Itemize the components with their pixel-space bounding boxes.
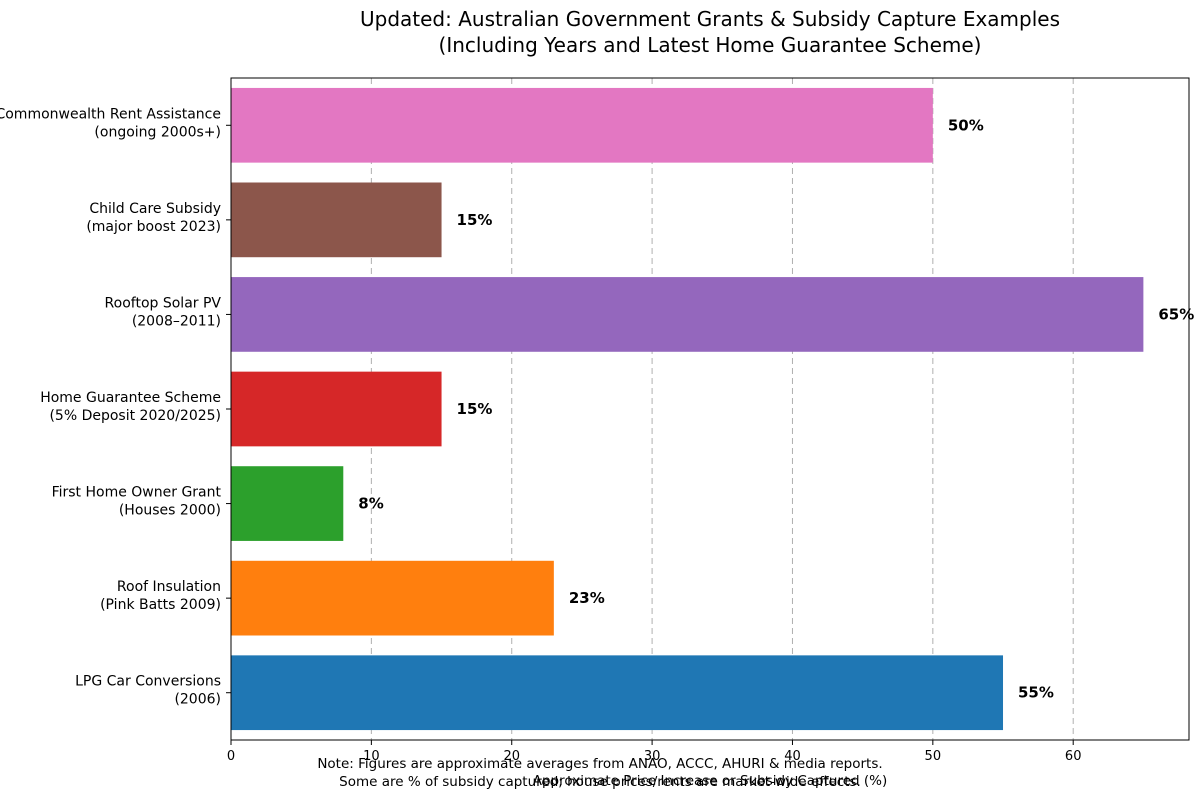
x-ticks: 0 10 20 30 40 50 60 xyxy=(227,740,1082,764)
x-axis-label: Approximate Price Increase or Subsidy Ca… xyxy=(533,773,888,789)
bar-value-label: 15% xyxy=(457,211,493,229)
bar xyxy=(231,371,442,447)
value-labels: 55% 23% 8% 15% 65% 15% 50% xyxy=(358,116,1194,701)
x-tick-label: 10 xyxy=(363,749,380,764)
y-tick-label: (Houses 2000) xyxy=(119,503,221,519)
bar xyxy=(231,182,442,258)
y-tick-label: Commonwealth Rent Assistance xyxy=(0,106,221,122)
chart-title-line-1: Updated: Australian Government Grants & … xyxy=(360,7,1060,31)
plot-frame xyxy=(230,77,1190,741)
chart-title: Updated: Australian Government Grants & … xyxy=(360,7,1060,57)
bar xyxy=(231,655,1004,731)
note-line-1: Note: Figures are approximate averages f… xyxy=(317,756,882,772)
bar xyxy=(231,560,554,636)
x-tick-label: 50 xyxy=(925,749,942,764)
y-tick-label: (major boost 2023) xyxy=(86,219,221,235)
y-tick-label: LPG Car Conversions xyxy=(75,674,221,690)
y-tick-label: (2008–2011) xyxy=(132,313,221,329)
bar xyxy=(231,466,344,541)
y-tick-label: (5% Deposit 2020/2025) xyxy=(49,408,221,424)
bar xyxy=(231,87,933,163)
y-tick-labels: LPG Car Conversions (2006) Roof Insulation… xyxy=(0,106,231,708)
x-tick-label: 20 xyxy=(503,749,520,764)
y-tick-label: First Home Owner Grant xyxy=(52,485,222,501)
bar-value-label: 50% xyxy=(948,116,984,134)
x-tick-label: 30 xyxy=(644,749,661,764)
y-tick-label: Roof Insulation xyxy=(117,579,221,595)
note-line-2: Some are % of subsidy captured; house pr… xyxy=(339,774,861,790)
chart-title-line-2: (Including Years and Latest Home Guarant… xyxy=(439,33,982,57)
x-tick-label: 40 xyxy=(784,749,801,764)
bar-value-label: 15% xyxy=(457,400,493,418)
y-tick-label: (Pink Batts 2009) xyxy=(100,597,221,613)
y-tick-label: (2006) xyxy=(174,692,221,708)
bar-value-label: 8% xyxy=(358,495,383,513)
bars xyxy=(231,87,1144,731)
bar-value-label: 55% xyxy=(1018,684,1054,702)
note: Note: Figures are approximate averages f… xyxy=(317,756,882,790)
bar xyxy=(231,277,1144,352)
y-tick-label: Child Care Subsidy xyxy=(89,201,221,217)
y-tick-label: Rooftop Solar PV xyxy=(105,295,222,311)
x-tick-label: 60 xyxy=(1065,749,1082,764)
y-tick-label: Home Guarantee Scheme xyxy=(40,390,221,406)
y-tick-label: (ongoing 2000s+) xyxy=(94,124,221,140)
bar-value-label: 65% xyxy=(1158,305,1194,323)
x-tick-label: 0 xyxy=(227,749,235,764)
bar-value-label: 23% xyxy=(569,589,605,607)
